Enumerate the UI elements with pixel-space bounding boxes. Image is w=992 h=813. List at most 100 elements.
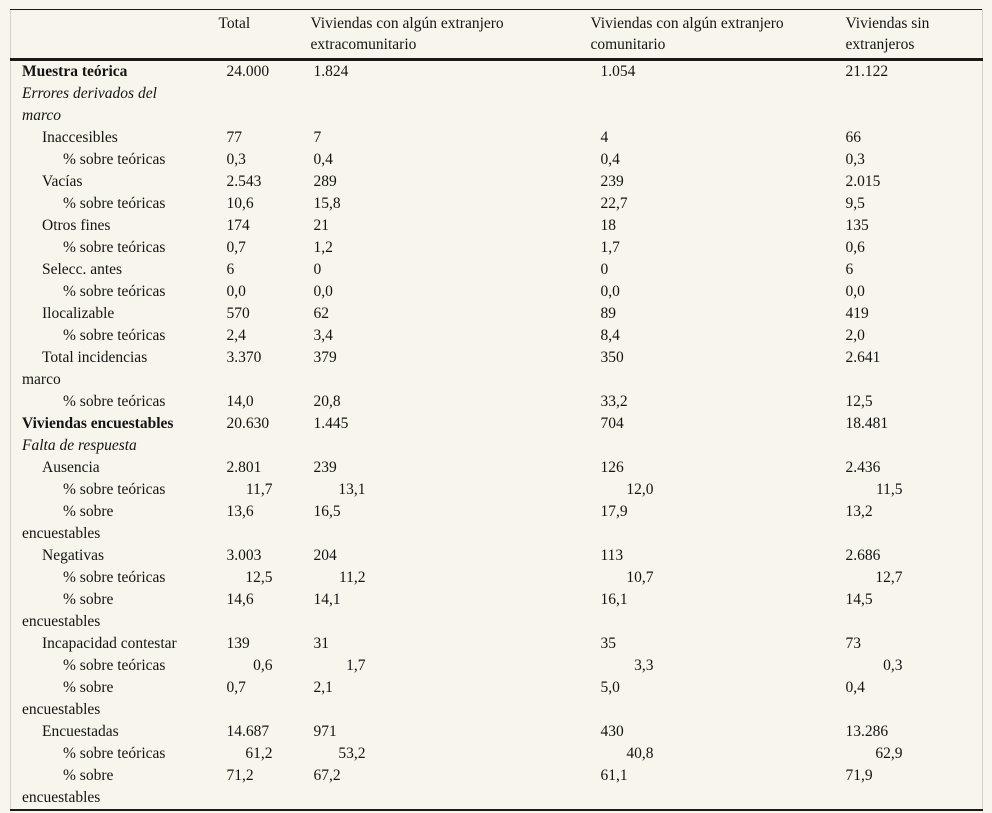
cell-value: 18.481 bbox=[836, 413, 983, 435]
table-row: % sobre teóricas 12,5 11,2 10,7 12,7 bbox=[11, 567, 983, 589]
cell-value: 14,1 bbox=[311, 589, 581, 633]
table-row: Total incidencias marco 3.370 379 350 2.641 bbox=[11, 347, 983, 391]
cell-value-text: 67,2 bbox=[313, 767, 341, 784]
cell-value: 20.630 bbox=[214, 413, 311, 435]
table-row: % sobre encuestables 14,6 14,1 16,1 14,5 bbox=[11, 589, 983, 633]
cell-value: 71,2 bbox=[214, 765, 311, 810]
row-label: Inaccesibles bbox=[11, 127, 214, 149]
cell-value-text: 0,6 bbox=[253, 657, 273, 674]
row-label-text: % sobre teóricas bbox=[63, 151, 166, 168]
row-label: % sobre encuestables bbox=[11, 501, 214, 545]
cell-value-text: 10,7 bbox=[626, 569, 654, 586]
cell-value-text: 73 bbox=[845, 635, 862, 652]
table-row: % sobre teóricas 2,4 3,4 8,4 2,0 bbox=[11, 325, 983, 347]
row-label-text: Inaccesibles bbox=[42, 129, 118, 146]
cell-value-text: 15,8 bbox=[313, 195, 341, 212]
cell-value: 67,2 bbox=[311, 765, 581, 810]
cell-value: 3,3 bbox=[581, 655, 836, 677]
cell-value: 0,3 bbox=[214, 149, 311, 171]
row-label-text: Ausencia bbox=[42, 459, 100, 476]
row-label: Total incidencias marco bbox=[11, 347, 214, 391]
row-label-text: Muestra teórica bbox=[22, 63, 128, 80]
row-label-text: % sobre teóricas bbox=[63, 481, 166, 498]
cell-value-text: 16,5 bbox=[313, 503, 341, 520]
cell-value: 73 bbox=[836, 633, 983, 655]
row-label-text: Falta de respuesta bbox=[22, 437, 137, 454]
row-label: Errores derivados del marco bbox=[11, 83, 214, 127]
cell-value: 14,6 bbox=[214, 589, 311, 633]
row-label: % sobre teóricas bbox=[11, 325, 214, 347]
cell-value-text: 0,3 bbox=[845, 151, 865, 168]
row-label: % sobre encuestables bbox=[11, 589, 214, 633]
cell-value-text: 2,4 bbox=[226, 327, 246, 344]
cell-value-text: 12,7 bbox=[875, 569, 903, 586]
cell-value: 2.543 bbox=[214, 171, 311, 193]
cell-value-text: 3.003 bbox=[226, 547, 262, 564]
cell-value: 40,8 bbox=[581, 743, 836, 765]
cell-value-text: 139 bbox=[226, 635, 250, 652]
row-label-text: % sobre teóricas bbox=[63, 569, 166, 586]
cell-value-text: 13,1 bbox=[338, 481, 366, 498]
cell-value-text: 3,3 bbox=[634, 657, 654, 674]
column-header-total: Total bbox=[213, 9, 311, 61]
cell-value: 2.015 bbox=[836, 171, 983, 193]
cell-value-text: 1.054 bbox=[600, 63, 636, 80]
cell-value-text: 89 bbox=[600, 305, 617, 322]
row-label-text: % sobre teóricas bbox=[63, 195, 166, 212]
row-label: Ilocalizable bbox=[11, 303, 214, 325]
cell-value bbox=[836, 435, 983, 457]
cell-value: 12,7 bbox=[836, 567, 983, 589]
cell-value: 6 bbox=[836, 259, 983, 281]
table-row: % sobre teóricas 0,0 0,0 0,0 0,0 bbox=[11, 281, 983, 303]
cell-value: 12,5 bbox=[836, 391, 983, 413]
cell-value: 14,0 bbox=[214, 391, 311, 413]
cell-value-text: 13,2 bbox=[845, 503, 873, 520]
cell-value: 0,0 bbox=[214, 281, 311, 303]
cell-value: 1.445 bbox=[311, 413, 581, 435]
table-header-row: Total Viviendas con algún extranjero ext… bbox=[10, 9, 983, 61]
cell-value bbox=[311, 435, 581, 457]
cell-value: 10,6 bbox=[214, 193, 311, 215]
cell-value-text: 6 bbox=[226, 261, 235, 278]
cell-value: 2,4 bbox=[214, 325, 311, 347]
cell-value: 1,2 bbox=[311, 237, 581, 259]
cell-value: 14,5 bbox=[836, 589, 983, 633]
cell-value: 0,4 bbox=[836, 677, 983, 721]
cell-value-text: 2.015 bbox=[845, 173, 881, 190]
table-row: Selecc. antes 6 0 0 6 bbox=[11, 259, 983, 281]
cell-value-text: 704 bbox=[600, 415, 624, 432]
cell-value: 0,0 bbox=[311, 281, 581, 303]
cell-value: 11,2 bbox=[311, 567, 581, 589]
cell-value bbox=[581, 83, 836, 127]
row-label-text: Ilocalizable bbox=[42, 305, 115, 322]
cell-value-text: 71,9 bbox=[845, 767, 873, 784]
cell-value bbox=[581, 435, 836, 457]
cell-value-text: 3.370 bbox=[226, 349, 262, 366]
row-label: Incapacidad contestar bbox=[11, 633, 214, 655]
cell-value: 62,9 bbox=[836, 743, 983, 765]
cell-value-text: 20.630 bbox=[226, 415, 270, 432]
cell-value: 5,0 bbox=[581, 677, 836, 721]
cell-value: 1.054 bbox=[581, 60, 836, 84]
row-label: Vacías bbox=[11, 171, 214, 193]
cell-value: 66 bbox=[836, 127, 983, 149]
cell-value-text: 239 bbox=[313, 459, 337, 476]
table-row: Encuestadas 14.687 971 430 13.286 bbox=[11, 721, 983, 743]
cell-value: 0,7 bbox=[214, 677, 311, 721]
cell-value: 1,7 bbox=[311, 655, 581, 677]
cell-value-text: 1,7 bbox=[346, 657, 366, 674]
cell-value-text: 12,5 bbox=[245, 569, 273, 586]
cell-value-text: 22,7 bbox=[600, 195, 628, 212]
table-row: % sobre teóricas 61,2 53,2 40,8 62,9 bbox=[11, 743, 983, 765]
cell-value: 13,2 bbox=[836, 501, 983, 545]
cell-value-text: 14,0 bbox=[226, 393, 254, 410]
cell-value: 239 bbox=[581, 171, 836, 193]
row-label: % sobre teóricas bbox=[11, 193, 214, 215]
cell-value-text: 239 bbox=[600, 173, 624, 190]
cell-value-text: 0,7 bbox=[226, 679, 246, 696]
table-row: Incapacidad contestar 139 31 35 73 bbox=[11, 633, 983, 655]
cell-value-text: 13.286 bbox=[845, 723, 889, 740]
cell-value-text: 289 bbox=[313, 173, 337, 190]
row-label: % sobre encuestables bbox=[11, 765, 214, 810]
cell-value: 8,4 bbox=[581, 325, 836, 347]
